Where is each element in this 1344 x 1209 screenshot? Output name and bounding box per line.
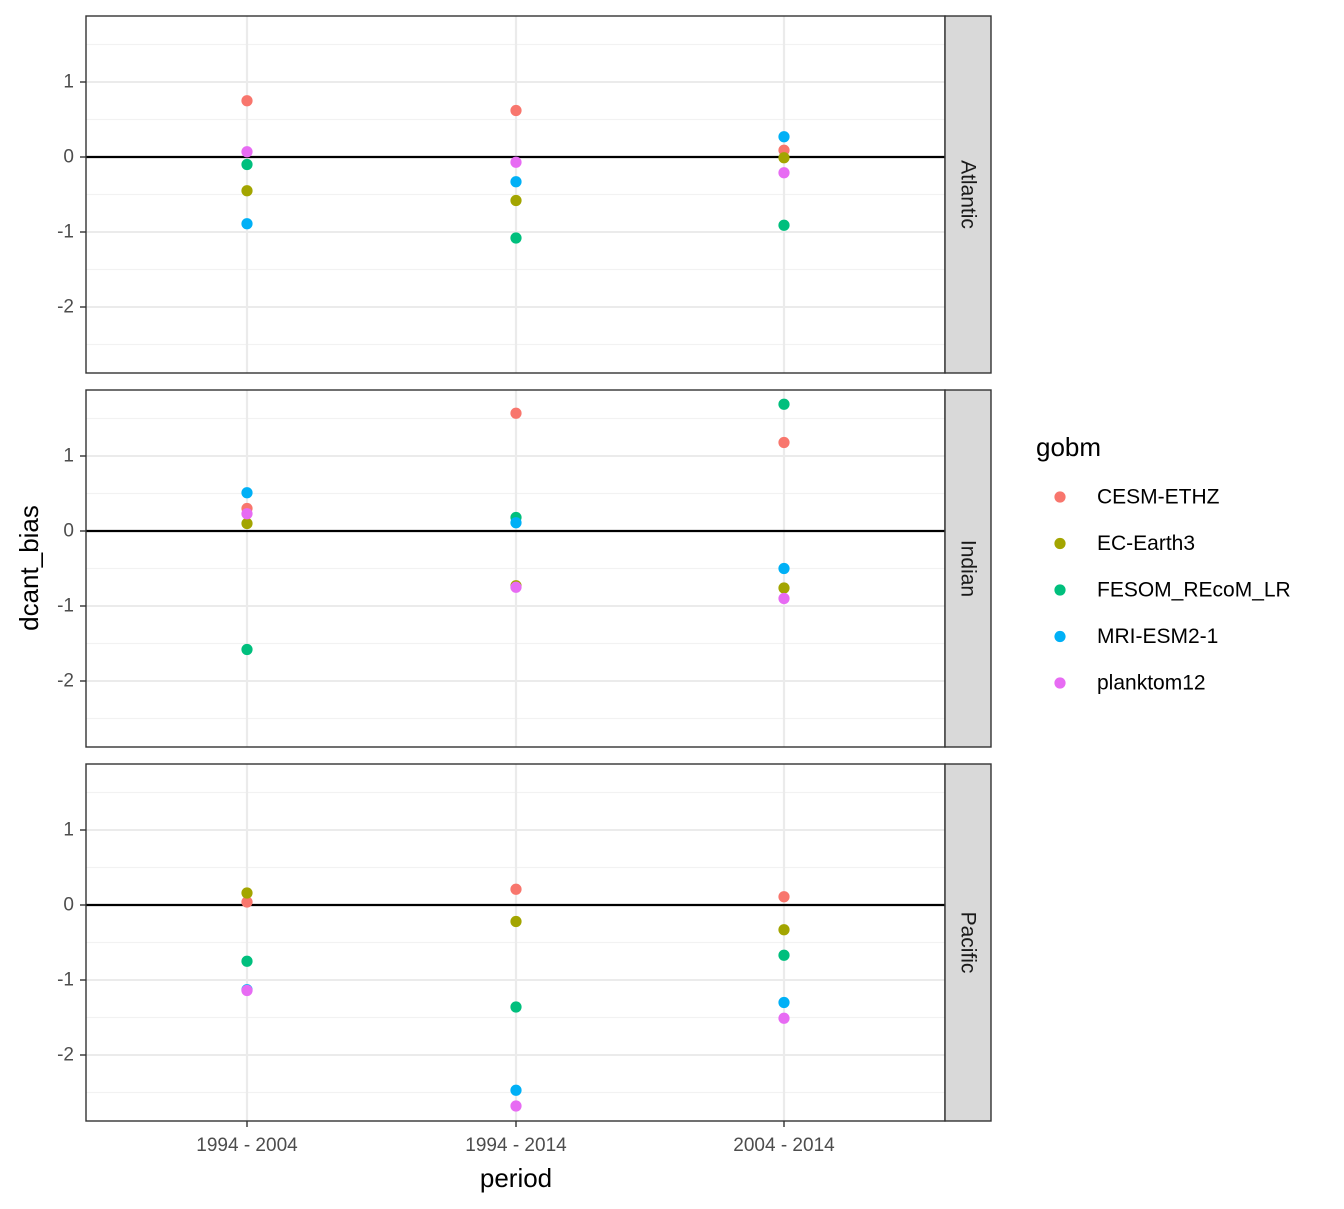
facet-strip [944,15,992,374]
point-fesom-recom-lr [510,1001,522,1013]
x-axis: 1994 - 2004 1994 - 2014 2004 - 2014 [196,1121,835,1156]
point-ec-earth3 [778,152,790,164]
legend-label: EC-Earth3 [1097,532,1195,555]
point-fesom-recom-lr [778,219,790,231]
point-mri-esm2-1 [241,487,253,499]
panel-atlantic: Atlantic 1 0 -1 -2 [57,15,992,374]
point-fesom-recom-lr [778,398,790,410]
point-fesom-recom-lr [241,643,253,656]
legend-item: planktom12 [1054,672,1206,695]
point-mri-esm2-1 [510,517,522,529]
point-cesm-ethz [510,407,522,419]
point-planktom12 [778,167,790,179]
panel-pacific: Pacific 1 0 -1 -2 [57,763,992,1122]
facet-strip [944,763,992,1122]
point-fesom-recom-lr [241,158,253,171]
y-tick-label: 1 [63,820,74,841]
y-tick-label: 1 [63,446,74,467]
y-tick-label: -1 [57,970,74,991]
point-mri-esm2-1 [241,218,253,230]
point-planktom12 [510,1100,522,1112]
y-tick-label: -2 [57,1045,74,1066]
panels: Atlantic 1 0 -1 -2 Indian 1 0 -1 -2 Pacific 1 0 -1 -2 [57,15,992,1122]
point-ec-earth3 [241,887,253,899]
legend-label: planktom12 [1097,672,1206,695]
strip-label: Atlantic [957,160,980,229]
point-planktom12 [510,156,522,168]
legend-item: EC-Earth3 [1054,532,1195,555]
legend-item: CESM-ETHZ [1054,486,1220,509]
y-tick-label: -1 [57,222,74,243]
point-ec-earth3 [510,915,522,928]
point-mri-esm2-1 [778,562,790,575]
point-cesm-ethz [778,891,790,903]
point-mri-esm2-1 [510,1084,522,1096]
point-cesm-ethz [241,896,253,908]
legend-key [1054,630,1066,643]
y-tick-label: -2 [57,297,74,318]
x-tick-label: 1994 - 2014 [465,1135,567,1156]
point-cesm-ethz [241,95,253,107]
y-tick-label: 0 [63,895,74,916]
point-planktom12 [241,984,253,997]
point-ec-earth3 [778,924,790,936]
point-planktom12 [510,581,522,593]
x-tick-label: 2004 - 2014 [733,1135,835,1156]
strip-label: Indian [957,540,980,597]
point-fesom-recom-lr [778,949,790,961]
legend-key [1054,584,1066,596]
y-tick-label: 0 [63,147,74,168]
point-ec-earth3 [778,582,790,594]
point-ec-earth3 [510,194,522,207]
legend-title: gobm [1036,432,1101,462]
legend-label: FESOM_REcoM_LR [1097,579,1291,602]
point-mri-esm2-1 [778,996,790,1009]
point-planktom12 [241,508,253,520]
y-tick-label: 0 [63,521,74,542]
legend-label: MRI-ESM2-1 [1097,625,1218,648]
point-planktom12 [241,146,253,158]
y-tick-label: -2 [57,671,74,692]
x-axis-title: period [480,1163,552,1193]
legend-item: FESOM_REcoM_LR [1054,579,1291,602]
point-fesom-recom-lr [241,955,253,967]
point-planktom12 [778,592,790,605]
point-ec-earth3 [241,517,253,530]
point-ec-earth3 [241,185,253,197]
legend-label: CESM-ETHZ [1097,486,1220,509]
y-tick-label: -1 [57,596,74,617]
legend: gobm CESM-ETHZ EC-Earth3 FESOM_REcoM_LR MRI… [1036,432,1291,695]
panel-indian: Indian 1 0 -1 -2 [57,389,992,748]
point-fesom-recom-lr [510,232,522,244]
strip-label: Pacific [957,912,980,974]
x-tick-label: 1994 - 2004 [196,1135,298,1156]
point-cesm-ethz [510,104,522,117]
y-tick-label: 1 [63,72,74,93]
facet-strip [944,389,992,748]
point-mri-esm2-1 [778,131,790,143]
point-cesm-ethz [510,883,522,895]
y-axis-title: dcant_bias [14,505,44,631]
point-cesm-ethz [778,436,790,449]
point-mri-esm2-1 [510,176,522,188]
point-planktom12 [778,1012,790,1024]
legend-key [1054,677,1066,689]
legend-item: MRI-ESM2-1 [1054,625,1218,648]
legend-key [1054,537,1066,550]
legend-key [1054,491,1066,503]
